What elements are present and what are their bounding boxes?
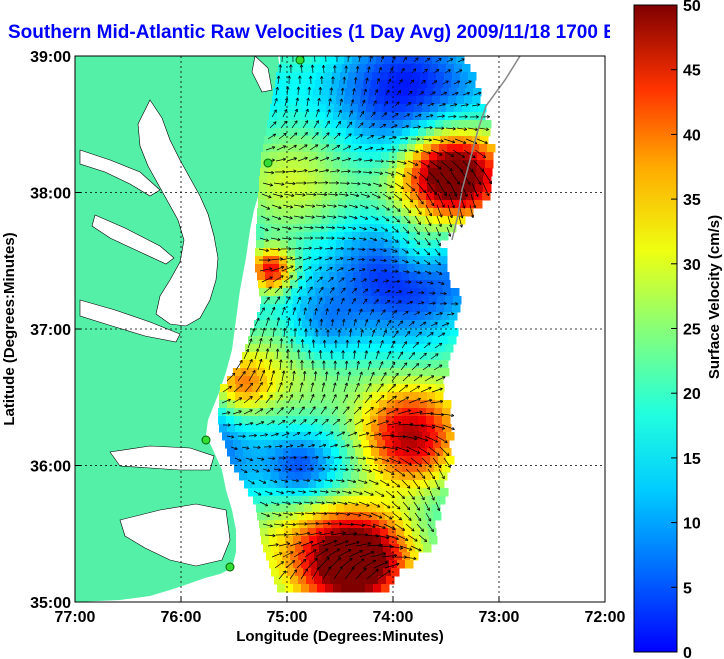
colorbar-overlap (610, 18, 634, 44)
colorbar (633, 4, 678, 653)
map-title: Southern Mid-Atlantic Raw Velocities (1 … (8, 22, 641, 43)
colorbar-tick-label: 5 (683, 580, 692, 597)
radar-site-marker (263, 158, 273, 168)
radar-site-marker (225, 562, 235, 572)
colorbar-tick-label: 45 (683, 63, 701, 80)
delaware-bay (251, 56, 273, 93)
colorbar-ticks: 0 5 10 15 20 25 30 35 40 45 50 (671, 0, 701, 659)
colorbar-tick-label: 20 (683, 386, 701, 403)
grid-lines (75, 56, 605, 602)
x-axis-label: Longitude (Degrees:Minutes) (236, 628, 444, 645)
james-river (79, 299, 181, 343)
colorbar-tick-label: 35 (683, 192, 701, 209)
x-tick-label: 76:00 (161, 609, 202, 626)
colorbar-tick-label: 50 (683, 0, 701, 15)
potomac-river (79, 149, 161, 197)
colorbar-tick-label: 10 (683, 516, 701, 533)
y-tick-label: 35:00 (30, 595, 71, 612)
x-tick-label: 77:00 (55, 609, 96, 626)
chesapeake-bay (137, 99, 219, 327)
x-tick-label: 72:00 (585, 609, 626, 626)
colorbar-tick-label: 15 (683, 451, 701, 468)
velocity-vectors (221, 56, 493, 580)
albemarle-sound (109, 445, 215, 471)
colorbar-tick-label: 40 (683, 127, 701, 144)
y-tick-label: 38:00 (30, 186, 71, 203)
latitude-ticks: 35:00 36:00 37:00 38:00 39:00 (30, 49, 81, 612)
rappahannock-river (91, 214, 175, 265)
x-tick-label: 73:00 (479, 609, 520, 626)
x-tick-label: 75:00 (267, 609, 308, 626)
colorbar-tick-label: 25 (683, 322, 701, 339)
longitude-ticks: 77:00 76:00 75:00 74:00 73:00 72:00 (55, 596, 626, 626)
y-tick-label: 37:00 (30, 322, 71, 339)
radar-sites (201, 56, 305, 572)
pamlico-sound (119, 503, 231, 567)
y-axis-label: Latitude (Degrees:Minutes) (1, 232, 18, 425)
colorbar-tick-label: 0 (683, 645, 692, 659)
radar-site-marker (295, 56, 305, 65)
y-tick-label: 36:00 (30, 459, 71, 476)
y-tick-label: 39:00 (30, 49, 71, 66)
colorbar-label: Surface Velocity (cm/s) (706, 215, 723, 379)
shelf-break-contour (451, 56, 521, 241)
x-tick-label: 74:00 (373, 609, 414, 626)
colorbar-tick-label: 30 (683, 257, 701, 274)
radar-site-marker (201, 435, 211, 445)
